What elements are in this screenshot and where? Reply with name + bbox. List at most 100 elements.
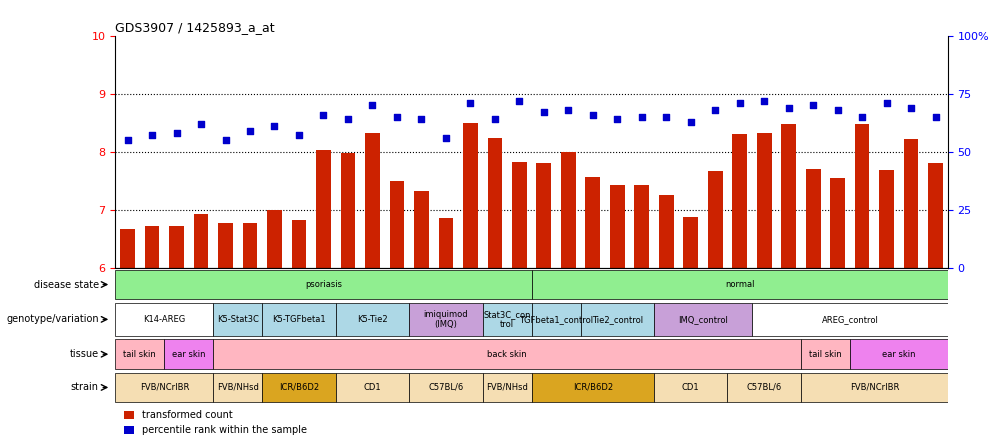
Point — [144, 132, 160, 139]
Point — [241, 127, 258, 135]
FancyBboxPatch shape — [115, 373, 213, 402]
Bar — [438, 218, 453, 268]
Bar — [341, 154, 355, 268]
Point — [462, 99, 478, 107]
Bar — [536, 163, 551, 268]
Point — [511, 97, 527, 104]
Point — [927, 113, 943, 120]
Point — [168, 130, 184, 137]
Bar — [634, 186, 648, 268]
Bar — [218, 222, 232, 268]
Point — [878, 99, 894, 107]
Legend: transformed count, percentile rank within the sample: transformed count, percentile rank withi… — [120, 407, 311, 439]
Bar — [757, 133, 771, 268]
Text: normal: normal — [724, 280, 754, 289]
Text: Stat3C_con
trol: Stat3C_con trol — [483, 309, 530, 329]
FancyBboxPatch shape — [726, 373, 801, 402]
Bar — [609, 186, 624, 268]
Bar — [585, 177, 599, 268]
Bar — [414, 190, 428, 268]
FancyBboxPatch shape — [336, 303, 409, 336]
Text: ear skin: ear skin — [172, 350, 205, 359]
Point — [829, 106, 845, 113]
Text: psoriasis: psoriasis — [305, 280, 342, 289]
Text: AREG_control: AREG_control — [821, 315, 878, 324]
Point — [291, 132, 307, 139]
Text: CD1: CD1 — [364, 383, 381, 392]
Bar — [316, 150, 331, 268]
Text: disease state: disease state — [33, 280, 98, 289]
Point — [706, 106, 722, 113]
FancyBboxPatch shape — [213, 373, 262, 402]
Text: tissue: tissue — [69, 349, 98, 359]
Point — [413, 115, 429, 123]
Point — [657, 113, 673, 120]
Point — [805, 102, 821, 109]
Point — [902, 104, 918, 111]
Bar — [879, 170, 893, 268]
Text: genotype/variation: genotype/variation — [6, 314, 98, 325]
Bar — [731, 134, 746, 268]
FancyBboxPatch shape — [801, 373, 947, 402]
Text: ICR/B6D2: ICR/B6D2 — [572, 383, 612, 392]
Point — [217, 137, 233, 144]
FancyBboxPatch shape — [164, 339, 213, 369]
FancyBboxPatch shape — [409, 373, 482, 402]
Text: imiquimod
(IMQ): imiquimod (IMQ) — [423, 309, 468, 329]
Text: strain: strain — [70, 382, 98, 392]
Point — [438, 134, 454, 141]
Bar — [267, 210, 282, 268]
Bar — [830, 178, 844, 268]
Point — [780, 104, 796, 111]
Point — [192, 120, 208, 127]
Text: K5-Stat3C: K5-Stat3C — [216, 315, 259, 324]
Text: C57BL/6: C57BL/6 — [745, 383, 781, 392]
Bar — [193, 214, 208, 268]
Point — [389, 113, 405, 120]
FancyBboxPatch shape — [801, 339, 849, 369]
Point — [608, 115, 624, 123]
Text: tail skin: tail skin — [123, 350, 156, 359]
Point — [633, 113, 649, 120]
Point — [340, 115, 356, 123]
FancyBboxPatch shape — [531, 373, 653, 402]
FancyBboxPatch shape — [409, 303, 482, 336]
Bar — [292, 220, 306, 268]
Point — [854, 113, 870, 120]
Point — [486, 115, 502, 123]
FancyBboxPatch shape — [653, 303, 752, 336]
Bar — [805, 169, 820, 268]
FancyBboxPatch shape — [531, 303, 580, 336]
FancyBboxPatch shape — [115, 303, 213, 336]
FancyBboxPatch shape — [580, 303, 653, 336]
FancyBboxPatch shape — [653, 373, 726, 402]
Text: CD1: CD1 — [681, 383, 698, 392]
Bar — [903, 139, 918, 268]
Bar — [658, 195, 673, 268]
Bar — [169, 226, 183, 268]
Text: GDS3907 / 1425893_a_at: GDS3907 / 1425893_a_at — [115, 21, 275, 34]
Text: FVB/NCrIBR: FVB/NCrIBR — [139, 383, 188, 392]
Text: ear skin: ear skin — [881, 350, 915, 359]
Text: ICR/B6D2: ICR/B6D2 — [279, 383, 319, 392]
Point — [560, 106, 576, 113]
Point — [730, 99, 746, 107]
Bar — [707, 171, 721, 268]
FancyBboxPatch shape — [849, 339, 947, 369]
Bar — [120, 229, 135, 268]
Point — [535, 109, 551, 116]
Bar — [487, 139, 502, 268]
Text: FVB/NHsd: FVB/NHsd — [486, 383, 527, 392]
Point — [584, 111, 600, 118]
FancyBboxPatch shape — [336, 373, 409, 402]
Bar — [144, 226, 159, 268]
Text: tail skin: tail skin — [809, 350, 841, 359]
FancyBboxPatch shape — [213, 339, 801, 369]
Bar — [365, 133, 380, 268]
Text: Tie2_control: Tie2_control — [591, 315, 642, 324]
Text: TGFbeta1_control: TGFbeta1_control — [518, 315, 592, 324]
Bar — [927, 163, 942, 268]
FancyBboxPatch shape — [115, 270, 531, 299]
Text: K14-AREG: K14-AREG — [143, 315, 185, 324]
Point — [682, 118, 698, 125]
